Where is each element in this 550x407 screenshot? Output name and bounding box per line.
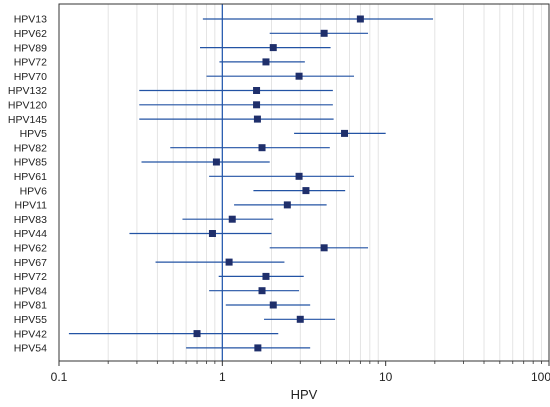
plot-frame <box>58 3 550 362</box>
row-label: HPV72 <box>14 57 47 69</box>
row-label: HPV82 <box>14 142 47 154</box>
row-label: HPV145 <box>8 114 47 126</box>
row-label: HPV61 <box>14 171 47 183</box>
row-label: HPV67 <box>14 257 47 269</box>
estimate-marker <box>296 315 304 323</box>
grid-lines <box>107 4 542 361</box>
estimate-marker <box>208 230 216 237</box>
row-hpv145: HPV145 <box>8 114 334 126</box>
estimate-marker <box>262 272 270 280</box>
row-hpv62: HPV62 <box>14 243 369 255</box>
row-hpv85: HPV85 <box>14 157 270 169</box>
x-tick-label: 0.1 <box>51 370 68 384</box>
row-label: HPV62 <box>14 243 47 255</box>
row-hpv70: HPV70 <box>14 71 355 83</box>
row-hpv61: HPV61 <box>14 171 355 183</box>
row-label: HPV81 <box>14 300 47 312</box>
estimate-marker <box>295 172 303 180</box>
row-hpv89: HPV89 <box>14 42 331 54</box>
estimate-marker <box>295 72 303 80</box>
row-label: HPV55 <box>14 314 47 326</box>
row-label: HPV44 <box>14 228 47 240</box>
estimate-marker <box>302 187 310 195</box>
x-tick-label: 100 <box>531 370 550 384</box>
estimate-marker <box>193 330 201 338</box>
row-hpv83: HPV83 <box>14 214 274 226</box>
estimate-marker <box>254 344 262 352</box>
estimate-marker <box>258 144 266 152</box>
row-label: HPV13 <box>14 14 47 26</box>
row-hpv55: HPV55 <box>14 314 336 326</box>
row-label: HPV42 <box>14 328 47 340</box>
row-label: HPV132 <box>8 85 47 97</box>
row-hpv84: HPV84 <box>14 285 300 297</box>
estimate-marker <box>269 301 277 309</box>
row-hpv13: HPV13 <box>14 14 434 26</box>
estimate-marker <box>258 287 266 295</box>
estimate-marker <box>262 58 270 66</box>
row-hpv54: HPV54 <box>14 343 311 355</box>
row-hpv72: HPV72 <box>14 57 305 69</box>
estimate-marker <box>253 115 261 123</box>
x-tick-label: 10 <box>379 370 393 384</box>
row-hpv132: HPV132 <box>8 85 333 97</box>
x-axis-title: HPV <box>291 387 318 402</box>
estimate-marker <box>269 44 277 52</box>
row-label: HPV83 <box>14 214 47 226</box>
row-hpv62: HPV62 <box>14 28 369 40</box>
row-hpv6: HPV6 <box>20 185 346 197</box>
row-hpv44: HPV44 <box>14 228 272 240</box>
row-hpv120: HPV120 <box>8 100 333 112</box>
row-label: HPV11 <box>15 200 48 212</box>
estimate-marker <box>228 215 236 223</box>
estimate-marker <box>253 101 261 109</box>
estimate-marker <box>212 158 220 166</box>
x-axis-ticks: 0.1 1 10 100 <box>51 361 550 384</box>
estimate-marker <box>320 29 328 37</box>
row-label: HPV84 <box>14 285 47 297</box>
row-label: HPV120 <box>8 100 47 112</box>
estimate-marker <box>320 244 328 252</box>
row-label: HPV70 <box>14 71 47 83</box>
row-label: HPV85 <box>14 157 47 169</box>
estimate-marker <box>253 87 261 94</box>
row-label: HPV72 <box>14 271 47 283</box>
row-label: HPV5 <box>20 128 48 140</box>
estimate-marker <box>341 129 349 137</box>
row-label: HPV62 <box>14 28 47 40</box>
row-hpv11: HPV11 <box>15 200 327 212</box>
row-hpv81: HPV81 <box>14 300 311 312</box>
row-hpv82: HPV82 <box>14 142 330 154</box>
row-hpv5: HPV5 <box>20 128 386 140</box>
x-tick-label: 1 <box>219 370 226 384</box>
estimate-marker <box>356 15 364 23</box>
row-label: HPV54 <box>14 343 47 355</box>
row-label: HPV6 <box>20 185 48 197</box>
estimate-marker <box>225 258 233 266</box>
estimate-marker <box>283 201 291 209</box>
row-label: HPV89 <box>14 42 47 54</box>
plot-rows: HPV13 HPV62 HPV89 HPV72 HPV70 HPV132 HPV120 HPV… <box>8 14 434 355</box>
row-hpv67: HPV67 <box>14 257 285 269</box>
row-hpv72: HPV72 <box>14 271 304 283</box>
row-hpv42: HPV42 <box>14 328 279 340</box>
